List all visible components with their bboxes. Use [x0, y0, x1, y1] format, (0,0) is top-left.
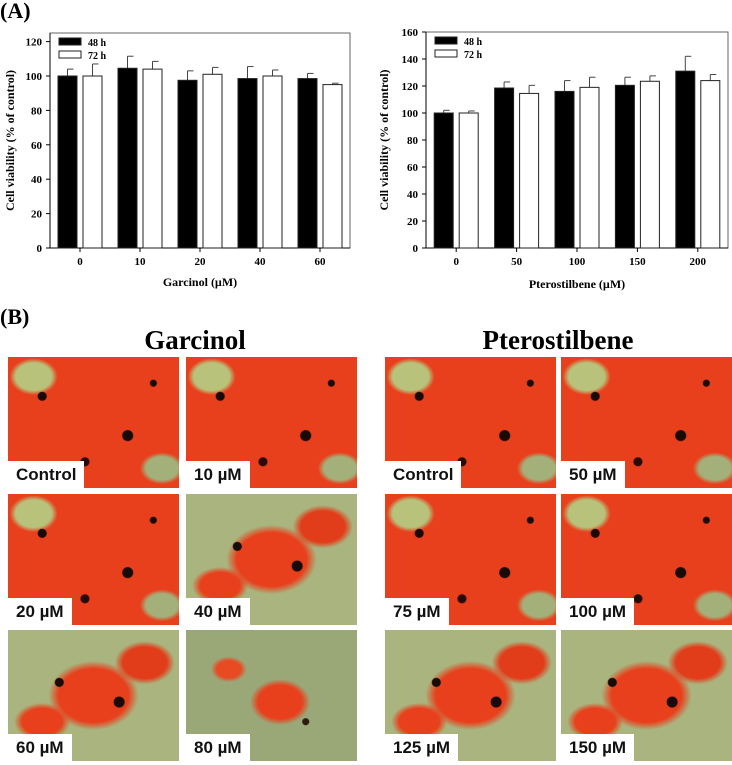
micrograph-label: 125 µM	[385, 734, 459, 761]
x-tick-label: 0	[77, 256, 83, 268]
y-tick-label: 100	[26, 71, 43, 83]
bar-48h	[237, 78, 258, 249]
bar-48h	[177, 79, 198, 249]
pterostilbene-micrograph: 100 µM	[561, 494, 732, 625]
y-tick-label: 40	[31, 174, 43, 186]
y-tick-label: 140	[402, 54, 419, 66]
x-tick-label: 10	[135, 256, 147, 268]
y-axis-label: Cell viability (% of control)	[3, 70, 17, 211]
bar-72h	[142, 68, 163, 249]
garcinol-micrograph: Control	[8, 357, 179, 488]
x-tick-label: 0	[453, 256, 459, 268]
x-tick-label: 20	[195, 256, 207, 268]
bar-48h	[117, 67, 138, 249]
micrograph-label: Control	[8, 461, 85, 488]
x-tick-label: 150	[629, 256, 646, 268]
bar-48h	[675, 70, 696, 249]
legend-swatch	[58, 50, 82, 59]
pterostilbene-micrograph: Control	[385, 357, 556, 488]
bar-72h	[700, 80, 721, 249]
x-axis-label: Pterostilbene (µM)	[529, 277, 625, 291]
y-tick-label: 0	[413, 243, 419, 255]
y-tick-label: 60	[31, 140, 43, 152]
bar-72h	[262, 75, 283, 249]
y-tick-label: 80	[407, 135, 419, 147]
micrograph-label: Control	[385, 461, 462, 488]
bar-48h	[433, 112, 454, 249]
legend-label: 72 h	[88, 51, 107, 62]
bar-72h	[579, 86, 600, 249]
legend-swatch	[58, 37, 82, 46]
panel-b-label: (B)	[0, 304, 30, 329]
legend-label: 48 h	[88, 38, 107, 49]
y-axis-label: Cell viability (% of control)	[377, 69, 391, 210]
bar-72h	[519, 92, 540, 249]
x-tick-label: 100	[569, 256, 586, 268]
pterostilbene-micrograph: 125 µM	[385, 630, 556, 761]
garcinol-micrograph: 60 µM	[8, 630, 179, 761]
y-tick-label: 160	[402, 27, 419, 39]
garcinol-micrograph: 20 µM	[8, 494, 179, 625]
garcinol-micrograph: 40 µM	[186, 494, 357, 625]
garcinol-micrograph: 80 µM	[186, 630, 357, 761]
bar-48h	[614, 84, 635, 249]
micrograph-label: 75 µM	[385, 598, 449, 625]
legend-swatch	[434, 49, 458, 58]
y-tick-label: 60	[407, 162, 419, 174]
bar-48h	[57, 75, 78, 249]
pterostilbene-micrograph: 150 µM	[561, 630, 732, 761]
y-tick-label: 20	[31, 209, 43, 221]
micrograph-label: 150 µM	[561, 734, 635, 761]
pterostilbene-title: Pterostilbene	[482, 325, 634, 355]
y-tick-label: 100	[402, 108, 419, 120]
bar-48h	[297, 78, 318, 249]
bar-72h	[202, 73, 223, 249]
micrograph-label: 10 µM	[186, 461, 250, 488]
y-tick-label: 120	[26, 37, 43, 49]
bar-72h	[639, 80, 660, 249]
micrograph-label: 50 µM	[561, 461, 625, 488]
x-tick-label: 40	[255, 256, 267, 268]
legend-label: 72 h	[464, 50, 483, 61]
y-tick-label: 80	[31, 105, 43, 117]
legend-swatch	[434, 36, 458, 45]
garcinol-viability-chart: 0 20 40 60 80 100 120 0 10 20 40 60 48 h 72 h Garcinol…	[3, 32, 351, 289]
pterostilbene-viability-chart: 0 20 40 60 80 100 120 140 160 0 50 100 150 200 48 h 72 …	[377, 27, 729, 291]
pterostilbene-micrograph: 75 µM	[385, 494, 556, 625]
bar-72h	[458, 112, 479, 249]
micrograph-label: 60 µM	[8, 734, 72, 761]
micrograph-label: 100 µM	[561, 598, 635, 625]
bar-72h	[82, 75, 103, 249]
x-tick-label: 50	[511, 256, 522, 268]
legend-label: 48 h	[464, 37, 483, 48]
garcinol-micrograph: 10 µM	[186, 357, 357, 488]
x-tick-label: 60	[315, 256, 327, 268]
y-tick-label: 120	[402, 81, 419, 93]
bar-72h	[322, 84, 343, 249]
x-axis-label: Garcinol (µM)	[163, 275, 237, 289]
micrograph-label: 80 µM	[186, 734, 250, 761]
x-tick-label: 200	[690, 256, 707, 268]
pterostilbene-micrograph: 50 µM	[561, 357, 732, 488]
y-tick-label: 40	[407, 189, 419, 201]
y-tick-label: 0	[37, 243, 43, 255]
y-tick-label: 20	[407, 216, 419, 228]
panel-a-label: (A)	[0, 0, 31, 23]
micrograph-label: 20 µM	[8, 598, 72, 625]
bar-48h	[554, 90, 575, 249]
garcinol-title: Garcinol	[144, 325, 246, 355]
micrograph-label: 40 µM	[186, 598, 250, 625]
bar-48h	[494, 87, 515, 249]
